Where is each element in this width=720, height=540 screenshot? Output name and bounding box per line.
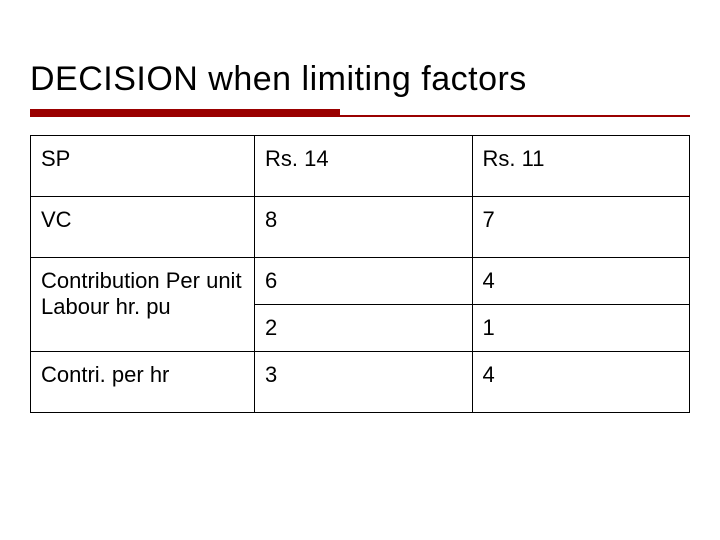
accent-bar-thin bbox=[340, 115, 690, 117]
table-row: SP Rs. 14 Rs. 11 bbox=[31, 136, 690, 197]
cell: 4 bbox=[472, 352, 689, 413]
table-row: Contri. per hr 3 4 bbox=[31, 352, 690, 413]
table-row: Contribution Per unit Labour hr. pu 6 4 bbox=[31, 258, 690, 305]
cell: 7 bbox=[472, 197, 689, 258]
cell: 4 bbox=[472, 258, 689, 305]
title-accent-bar bbox=[30, 109, 690, 117]
cell: 1 bbox=[472, 305, 689, 352]
table-row: VC 8 7 bbox=[31, 197, 690, 258]
row-label: Contri. per hr bbox=[31, 352, 255, 413]
cell: Rs. 14 bbox=[255, 136, 472, 197]
merged-label-line2: Labour hr. pu bbox=[41, 294, 171, 319]
cell: 2 bbox=[255, 305, 472, 352]
row-label: Contribution Per unit Labour hr. pu bbox=[31, 258, 255, 352]
cell: Rs. 11 bbox=[472, 136, 689, 197]
merged-label-line1: Contribution Per unit bbox=[41, 268, 242, 293]
factors-table: SP Rs. 14 Rs. 11 VC 8 7 Contribution Per… bbox=[30, 135, 690, 413]
cell: 8 bbox=[255, 197, 472, 258]
cell: 3 bbox=[255, 352, 472, 413]
row-label: VC bbox=[31, 197, 255, 258]
cell: 6 bbox=[255, 258, 472, 305]
accent-bar-thick bbox=[30, 109, 340, 117]
row-label: SP bbox=[31, 136, 255, 197]
page-title: DECISION when limiting factors bbox=[30, 60, 690, 99]
